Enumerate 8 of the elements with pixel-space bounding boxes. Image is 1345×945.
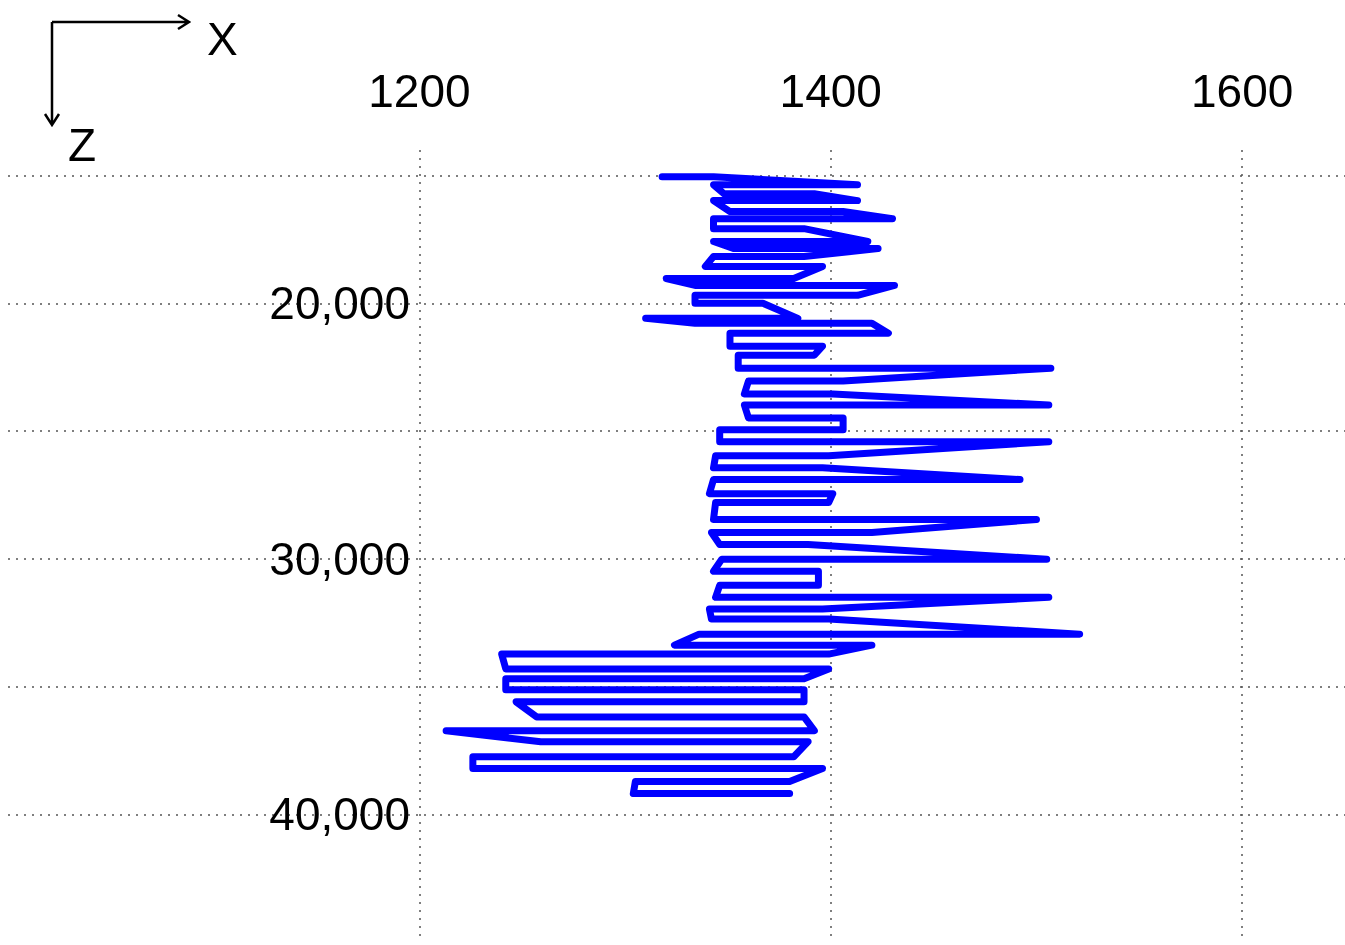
- x-tick-label: 1400: [779, 65, 882, 117]
- x-tick-label: 1200: [368, 65, 471, 117]
- y-tick-label: 20,000: [269, 277, 410, 330]
- x-tick-label: 1600: [1190, 65, 1294, 117]
- x-axis-title: X: [207, 13, 238, 65]
- y-axis-title: Z: [68, 119, 97, 171]
- y-tick-label: 40,000: [269, 788, 410, 841]
- y-tick-label: 30,000: [269, 532, 410, 585]
